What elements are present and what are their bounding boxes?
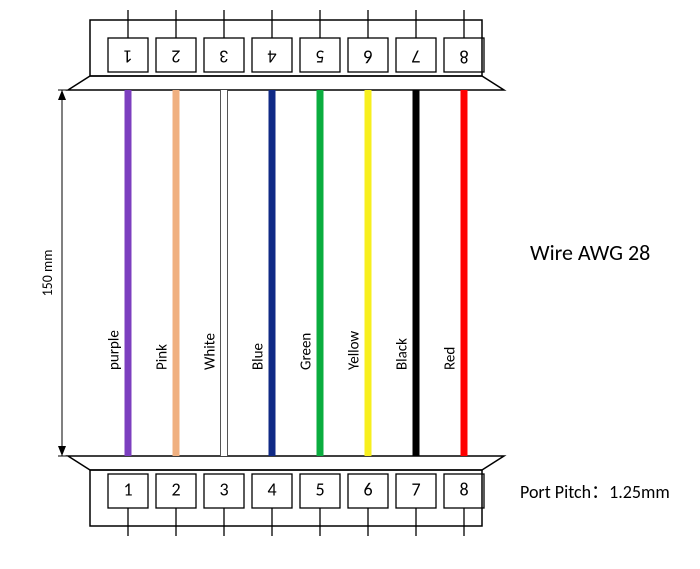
connector-bottom-neck — [68, 456, 504, 470]
dim-arrow-top — [58, 90, 66, 100]
port-pitch-label: Port Pitch：1.25mm — [520, 481, 670, 503]
top-pin-number-1: 1 — [123, 46, 132, 68]
top-pin-number-6: 6 — [363, 46, 372, 68]
dim-arrow-bot — [58, 446, 66, 456]
wire-awg-label: Wire AWG 28 — [530, 239, 650, 266]
bottom-pin-number-8: 8 — [459, 478, 468, 500]
wire-label-purple: purple — [106, 330, 124, 370]
bottom-pin-number-7: 7 — [411, 478, 420, 500]
bottom-pin-number-2: 2 — [171, 478, 180, 500]
bottom-pin-number-4: 4 — [267, 478, 276, 500]
wire-label-black: Black — [394, 338, 412, 370]
wire-label-red: Red — [442, 347, 460, 370]
top-pin-number-8: 8 — [459, 46, 468, 68]
connector-bottom-body — [90, 470, 482, 526]
wire-label-green: Green — [298, 333, 316, 370]
top-pin-number-5: 5 — [315, 46, 324, 68]
dim-label: 150 mm — [39, 250, 56, 297]
wiring-diagram: 1 2 3 4 5 6 7 8 1 2 3 4 5 6 7 8 purple Pink White Blue Green… — [0, 0, 700, 569]
connector-top-neck — [68, 76, 504, 90]
wire-label-blue: Blue — [250, 343, 268, 370]
wire-label-white: White — [202, 333, 220, 370]
connector-top-body — [90, 20, 482, 76]
top-pin-number-3: 3 — [219, 46, 228, 68]
bottom-pin-number-5: 5 — [315, 478, 324, 500]
bottom-pin-number-1: 1 — [123, 478, 132, 500]
top-pin-number-2: 2 — [171, 46, 180, 68]
bottom-pin-number-6: 6 — [363, 478, 372, 500]
top-pin-number-4: 4 — [267, 46, 276, 68]
top-pin-number-7: 7 — [411, 46, 420, 68]
wire-label-yellow: Yellow — [346, 331, 364, 370]
bottom-pin-number-3: 3 — [219, 478, 228, 500]
wire-label-pink: Pink — [154, 344, 172, 370]
